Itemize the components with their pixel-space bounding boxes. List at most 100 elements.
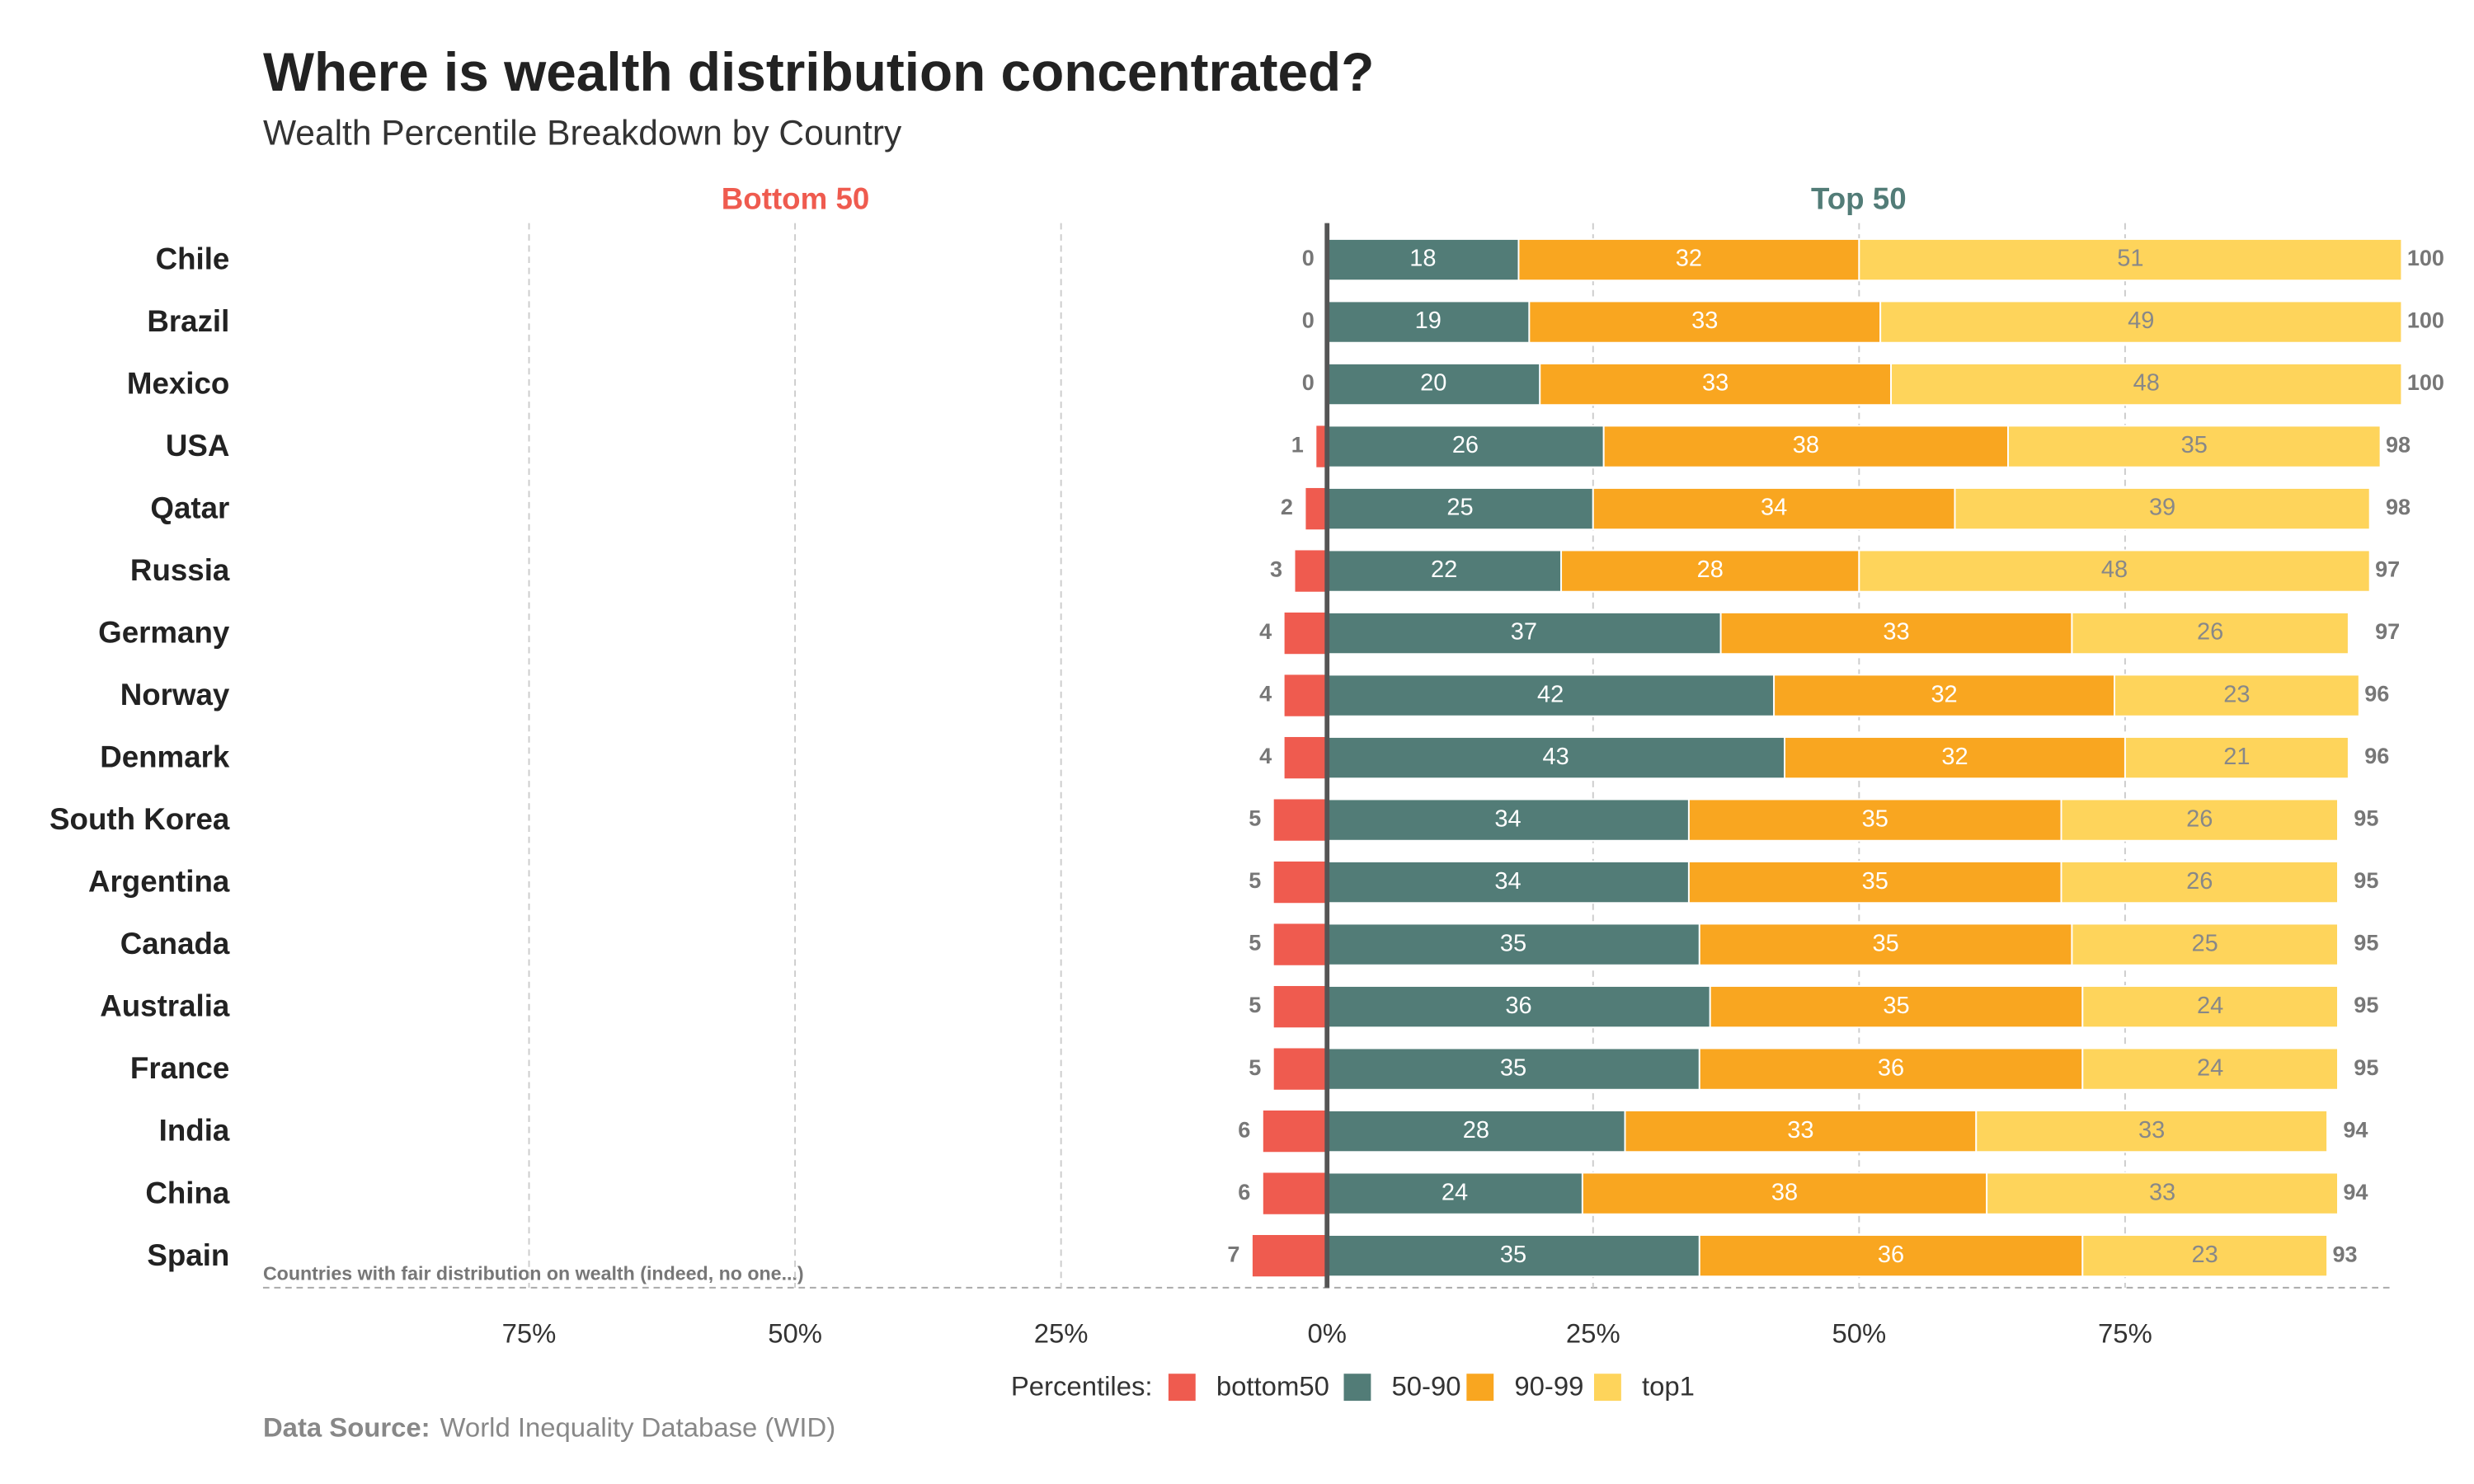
data-label: 23 — [2223, 681, 2250, 707]
data-label: 34 — [1494, 805, 1521, 832]
total-label: 97 — [2375, 557, 2400, 582]
bar — [1784, 736, 2126, 780]
data-label: 25 — [2192, 930, 2218, 956]
bar — [2081, 1047, 2339, 1091]
y-tick-label: USA — [166, 429, 230, 463]
bar — [1879, 300, 2403, 344]
y-tick-label: South Korea — [49, 802, 230, 836]
data-label: 26 — [2186, 805, 2213, 832]
total-label: 94 — [2343, 1180, 2368, 1205]
y-tick-label: Australia — [100, 989, 230, 1023]
total-label: 95 — [2354, 993, 2378, 1017]
data-label: 36 — [1505, 993, 1531, 1019]
bar — [1263, 1172, 1328, 1214]
legend-title: Percentiles: — [1011, 1370, 1153, 1401]
y-tick-label: Chile — [156, 242, 230, 276]
bar — [1581, 1172, 1988, 1215]
data-label: 22 — [1431, 556, 1457, 583]
data-label: 4 — [1259, 682, 1272, 707]
y-tick-label: Mexico — [127, 367, 229, 401]
data-label: 35 — [1500, 930, 1526, 956]
data-label: 6 — [1238, 1180, 1250, 1205]
data-label: 20 — [1420, 370, 1446, 397]
legend-swatch — [1466, 1374, 1494, 1402]
legend-swatch — [1343, 1374, 1371, 1402]
data-label: 39 — [2149, 495, 2175, 521]
data-label: 26 — [2197, 619, 2223, 646]
data-label: 0 — [1302, 370, 1315, 395]
data-label: 38 — [1771, 1179, 1798, 1205]
data-label: 32 — [1676, 246, 1702, 272]
data-label: 1 — [1291, 433, 1304, 458]
bar — [1858, 237, 2403, 282]
bar — [1273, 861, 1328, 904]
bar — [1326, 300, 1531, 344]
bar — [1954, 486, 2371, 531]
y-tick-label: Brazil — [147, 304, 229, 338]
total-label: 95 — [2354, 931, 2378, 956]
bar — [1273, 1048, 1328, 1090]
data-label: 26 — [2186, 868, 2213, 895]
data-label: 33 — [1883, 619, 1909, 646]
data-label: 36 — [1878, 1054, 1904, 1081]
bar — [1687, 861, 2062, 904]
bar — [1326, 674, 1776, 717]
data-label: 33 — [2149, 1179, 2175, 1205]
data-label: 18 — [1409, 246, 1436, 272]
bar — [1326, 425, 1605, 468]
data-label: 35 — [1872, 930, 1898, 956]
bar — [2124, 736, 2349, 780]
bar — [2081, 985, 2339, 1029]
bar — [2071, 611, 2349, 655]
data-label: 35 — [2181, 432, 2208, 458]
bar — [1539, 362, 1893, 406]
bar — [1698, 1234, 2084, 1278]
y-tick-label: Canada — [120, 927, 230, 960]
total-label: 97 — [2375, 619, 2400, 644]
data-label: 49 — [2128, 308, 2154, 334]
bar — [2114, 674, 2360, 717]
data-label: 35 — [1500, 1054, 1526, 1081]
x-tick-label: 0% — [1307, 1318, 1347, 1349]
bar — [2060, 861, 2339, 904]
data-label: 48 — [2133, 370, 2160, 397]
legend-label: top1 — [1642, 1370, 1695, 1401]
x-tick-label: 25% — [1034, 1318, 1089, 1349]
y-tick-label: Spain — [147, 1238, 229, 1272]
bar — [1986, 1172, 2339, 1215]
data-label: 35 — [1500, 1242, 1526, 1268]
left-header: Bottom 50 — [722, 181, 870, 215]
data-label: 32 — [1941, 744, 1968, 770]
legend-swatch — [1168, 1374, 1196, 1402]
bar — [1560, 549, 1860, 593]
data-label: 26 — [1452, 432, 1479, 458]
bar — [2081, 1234, 2329, 1278]
bar — [1517, 237, 1860, 282]
y-tick-label: Germany — [98, 616, 230, 650]
bar — [1719, 611, 2073, 655]
bar — [1698, 923, 2073, 966]
total-label: 94 — [2343, 1117, 2368, 1142]
data-label: 35 — [1862, 805, 1888, 832]
bar — [1326, 1172, 1583, 1215]
bar — [1316, 425, 1328, 467]
data-label: 6 — [1238, 1117, 1250, 1142]
chart-subtitle: Wealth Percentile Breakdown by Country — [263, 115, 902, 153]
bar — [1326, 611, 1722, 655]
y-tick-label: Norway — [120, 678, 230, 711]
data-label: 28 — [1697, 556, 1724, 583]
legend-label: 90-99 — [1514, 1370, 1583, 1401]
source-label: Data Source: — [263, 1412, 430, 1443]
bar — [1592, 486, 1956, 531]
data-label: 21 — [2223, 744, 2250, 770]
data-label: 32 — [1931, 681, 1957, 707]
bar — [2060, 798, 2339, 842]
total-label: 98 — [2386, 433, 2411, 458]
data-label: 35 — [1883, 993, 1909, 1019]
total-label: 100 — [2407, 308, 2444, 333]
bar — [1975, 1110, 2329, 1153]
bar — [1326, 237, 1520, 282]
data-label: 33 — [2138, 1117, 2165, 1144]
chart-title: Where is wealth distribution concentrate… — [263, 42, 1374, 102]
